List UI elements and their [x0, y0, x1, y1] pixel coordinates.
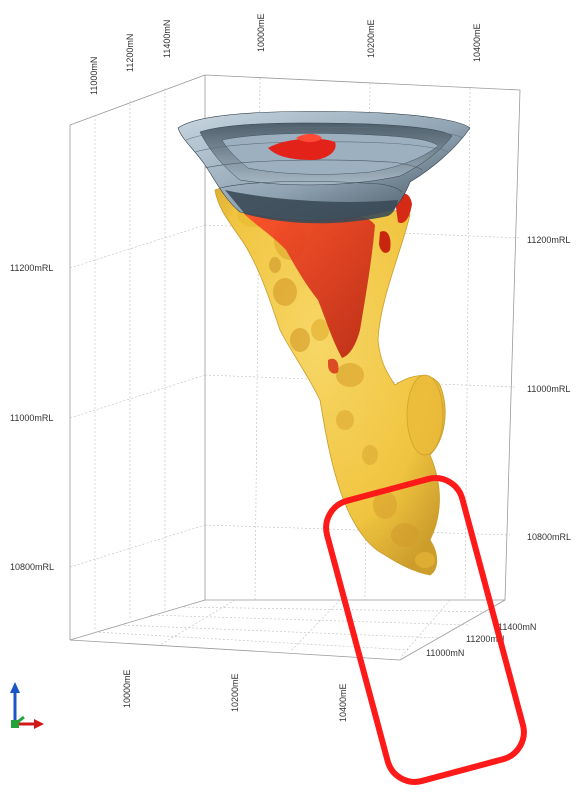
top-north-label: 11200mN [125, 34, 135, 72]
bottom-east-label: 10200mE [230, 673, 240, 712]
bottom-east-label: 10400mE [338, 683, 348, 722]
bottom-north-label: 11200mN [466, 634, 504, 644]
left-rl-label: 11000mRL [10, 413, 53, 423]
top-east-label: 10400mE [472, 23, 482, 62]
bottom-east-labels: 10000mE 10200mE 10400mE [122, 669, 348, 722]
bottom-north-labels: 11400mN 11200mN 11000mN [426, 622, 536, 658]
top-east-label: 10200mE [366, 19, 376, 58]
grid-box [69, 74, 521, 661]
right-rl-label: 11000mRL [527, 384, 570, 394]
bottom-east-label: 10000mE [122, 669, 132, 708]
open-pit-shell [177, 111, 471, 224]
highlight-box [323, 475, 527, 785]
bottom-north-label: 11000mN [426, 648, 464, 658]
top-east-label: 10000mE [256, 13, 266, 52]
top-north-labels: 11000mN 11200mN 11400mN [89, 20, 172, 95]
xyz-axis-triad-icon [10, 682, 44, 729]
top-north-label: 11400mN [162, 20, 172, 58]
right-rl-label: 11200mRL [527, 235, 570, 245]
top-north-label: 11000mN [89, 57, 99, 95]
left-rl-label: 10800mRL [10, 562, 54, 572]
right-rl-label: 10800mRL [527, 532, 571, 542]
left-rl-labels: 11200mRL 11000mRL 10800mRL [10, 263, 54, 572]
left-rl-label: 11200mRL [10, 263, 53, 273]
bottom-north-label: 11400mN [498, 622, 536, 632]
right-rl-labels: 11200mRL 11000mRL 10800mRL [527, 235, 571, 542]
top-east-labels: 10000mE 10200mE 10400mE [256, 13, 482, 62]
